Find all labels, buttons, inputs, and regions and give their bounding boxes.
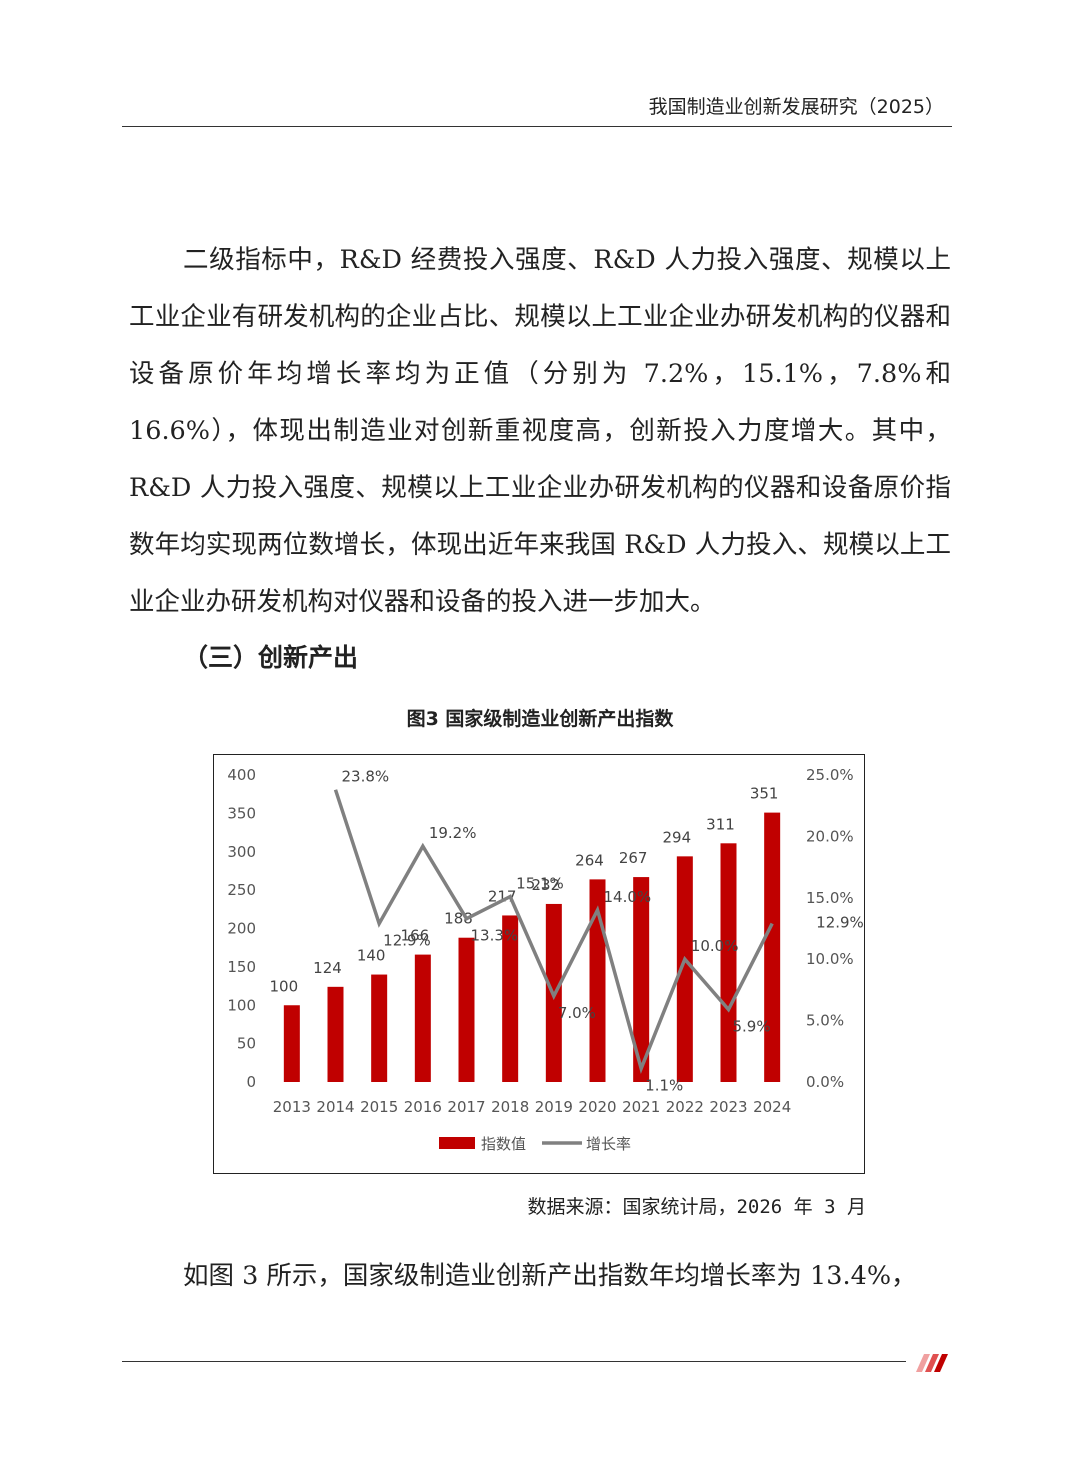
- growth-rate-line: [333, 789, 774, 1074]
- y-right-tick-label: 5.0%: [806, 1012, 844, 1030]
- growth-rate-label: 12.9%: [383, 932, 431, 950]
- chart-frame: 0 50 100 150 200 250 300 350 400 0.0% 5.0% 10.0% 15.…: [213, 754, 865, 1174]
- legend-label-growth: 增长率: [586, 1135, 631, 1153]
- x-tick-label: 2018: [491, 1098, 529, 1116]
- bar: [764, 812, 781, 1082]
- y-left-tick-label: 400: [227, 766, 256, 784]
- y-left-tick-label: 150: [227, 958, 256, 976]
- x-tick-label: 2021: [622, 1098, 660, 1116]
- y-right-tick-label: 10.0%: [806, 950, 854, 968]
- legend-label-index: 指数值: [481, 1135, 526, 1153]
- growth-rate-label: 14.0%: [604, 888, 652, 906]
- bar-value-label: 140: [357, 947, 386, 965]
- x-tick-label: 2023: [709, 1098, 747, 1116]
- body-paragraph-1: 二级指标中，R&D 经费投入强度、R&D 人力投入强度、规模以上工业企业有研发机…: [129, 245, 951, 617]
- growth-rate-label: 13.3%: [471, 927, 519, 945]
- x-tick-label: 2014: [316, 1098, 354, 1116]
- growth-rate-label: 19.2%: [429, 824, 477, 842]
- growth-rate-label: 10.0%: [691, 937, 739, 955]
- growth-rate-label: 1.1%: [645, 1076, 683, 1094]
- y-right-tick-label: 0.0%: [806, 1073, 844, 1091]
- bar: [502, 915, 519, 1082]
- bar: [414, 954, 431, 1082]
- bar-value-label: 264: [575, 851, 604, 869]
- figure-title: 图3 国家级制造业创新产出指数: [406, 708, 674, 730]
- y-right-tick-label: 15.0%: [806, 889, 854, 907]
- bar-value-label: 232: [532, 876, 561, 894]
- x-tick-label: 2022: [666, 1098, 704, 1116]
- legend-swatch-bar: [439, 1137, 475, 1149]
- x-tick-label: 2017: [447, 1098, 485, 1116]
- innovation-output-chart: 0 50 100 150 200 250 300 350 400 0.0% 5.0% 10.0% 15.…: [227, 766, 863, 1153]
- growth-rate-label: 23.8%: [342, 768, 390, 786]
- bar: [633, 877, 650, 1082]
- y-left-tick-label: 200: [227, 920, 256, 938]
- y-left-tick-label: 0: [246, 1073, 256, 1091]
- bar: [327, 986, 344, 1082]
- running-header: 我国制造业创新发展研究（2025）: [648, 96, 944, 118]
- x-tick-label: 2015: [360, 1098, 398, 1116]
- x-tick-label: 2024: [753, 1098, 791, 1116]
- footer-logo-icon: [916, 1354, 948, 1372]
- body-paragraph-2: 如图 3 所示，国家级制造业创新产出指数年均增长率为 13.4%，: [183, 1261, 917, 1291]
- header-rule: [122, 126, 952, 127]
- footer-rule: [122, 1361, 906, 1362]
- bar-value-label: 124: [313, 959, 342, 977]
- y-left-tick-label: 250: [227, 881, 256, 899]
- bar: [371, 974, 388, 1082]
- source-note: 数据来源：国家统计局，2026 年 3 月: [527, 1196, 866, 1218]
- bar-value-label: 311: [706, 815, 735, 833]
- x-tick-label: 2020: [578, 1098, 616, 1116]
- y-right-tick-label: 25.0%: [806, 766, 854, 784]
- y-left-tick-label: 100: [227, 996, 256, 1014]
- bar-value-label: 166: [401, 927, 430, 945]
- x-tick-label: 2016: [404, 1098, 442, 1116]
- y-right-tick-label: 20.0%: [806, 827, 854, 845]
- growth-rate-label: 5.9%: [733, 1018, 771, 1036]
- bar-value-label: 217: [488, 887, 517, 905]
- growth-rate-label: 15.1%: [516, 875, 564, 893]
- growth-rate-label: 12.9%: [816, 914, 863, 932]
- x-tick-label: 2013: [273, 1098, 311, 1116]
- bar: [283, 1005, 300, 1082]
- bar-value-label: 267: [619, 849, 648, 867]
- bar-value-label: 351: [750, 785, 779, 803]
- y-left-tick-label: 300: [227, 843, 256, 861]
- bar-value-label: 294: [663, 828, 692, 846]
- bar: [458, 937, 475, 1082]
- x-tick-label: 2019: [535, 1098, 573, 1116]
- bar: [720, 843, 737, 1082]
- growth-rate-label: 7.0%: [558, 1004, 596, 1022]
- y-left-tick-label: 350: [227, 804, 256, 822]
- bar-value-label: 100: [270, 977, 299, 995]
- y-left-tick-label: 50: [237, 1035, 256, 1053]
- bar: [676, 856, 693, 1082]
- section-heading: （三）创新产出: [183, 643, 359, 672]
